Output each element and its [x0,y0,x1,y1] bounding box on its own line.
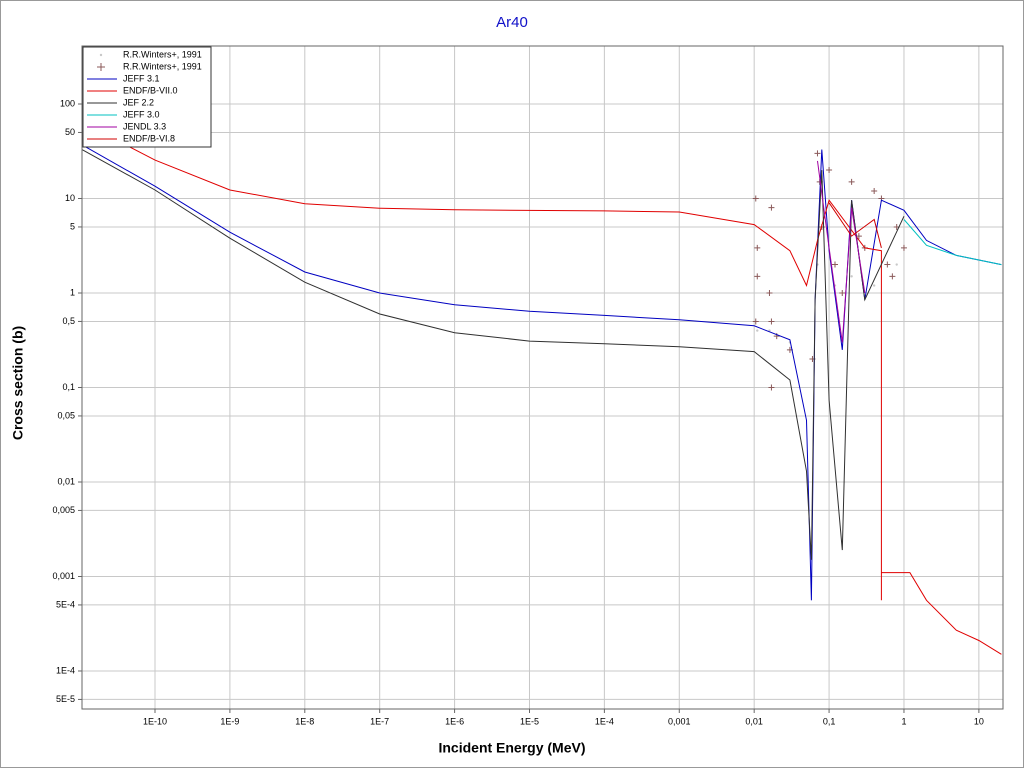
data-marker [754,273,761,280]
data-marker [754,244,761,251]
data-marker [766,289,773,296]
x-tick-label: 1E-5 [520,716,539,726]
legend: R.R.Winters+, 1991 R.R.Winters+, 1991 JEFF… [82,46,212,148]
legend-label: ENDF/B-VII.0 [123,85,178,95]
x-tick-label: 1E-8 [295,716,314,726]
data-marker [871,188,878,195]
series-line [82,149,905,560]
y-tick-label: 1 [70,287,75,297]
x-tick-label: 1E-7 [370,716,389,726]
data-marker [826,167,833,174]
x-tick-label: 1E-10 [143,716,167,726]
x-tick-label: 10 [974,716,984,726]
x-axis-label: Incident Energy (MeV) [438,740,585,756]
data-marker [752,195,759,202]
y-axis-label: Cross section (b) [10,326,26,440]
series-line [817,160,866,343]
legend-label: JENDL 3.3 [123,121,166,131]
data-marker [872,284,876,287]
y-tick-label: 10 [65,193,75,203]
x-tick-label: 1E-9 [220,716,239,726]
data-marker [768,204,775,211]
legend-label: ENDF/B-VI.8 [123,133,175,143]
y-tick-label: 0,01 [57,476,75,486]
legend-label: JEF 2.2 [123,97,154,107]
grid: 1E-10 1E-9 1E-8 1E-7 1E-6 1E-5 1E-4 0,001 0,01 0,… [52,46,1003,726]
y-tick-label: 5E-4 [56,599,75,609]
legend-label: JEFF 3.1 [123,73,160,83]
x-tick-label: 0,01 [745,716,763,726]
legend-box [82,46,212,148]
data-marker [855,233,862,240]
plot-border [81,45,1004,710]
y-tick-label: 5E-5 [56,694,75,704]
y-tick-label: 0,005 [52,505,75,515]
data-marker [773,333,780,340]
y-tick-label: 0,001 [52,571,75,581]
x-tick-label: 0,1 [823,716,836,726]
data-marker [900,244,907,251]
series-line [903,219,1002,266]
y-tick-label: 5 [70,221,75,231]
series-line [828,202,882,249]
data-marker [768,318,775,325]
y-tick-label: 0,5 [62,316,75,326]
data-marker [889,273,896,280]
data-marker [814,150,821,157]
x-tick-label: 0,001 [668,716,691,726]
data-marker [884,261,891,268]
x-tick-label: 1E-4 [595,716,614,726]
y-tick-label: 0,05 [57,410,75,420]
legend-label: R.R.Winters+, 1991 [123,61,202,71]
y-tick-label: 50 [65,127,75,137]
x-tick-label: 1 [901,716,906,726]
data-marker [895,263,898,266]
data-marker [832,261,839,268]
data-marker [752,318,759,325]
chart-title: Ar40 [496,14,528,31]
data-marker [756,329,759,332]
plot-area [82,121,1002,655]
y-tick-label: 0,1 [62,382,75,392]
y-tick-label: 1E-4 [56,665,75,675]
data-marker [848,178,855,185]
data-marker [850,275,853,278]
x-tick-label: 1E-6 [445,716,464,726]
data-marker [839,289,846,296]
legend-label: R.R.Winters+, 1991 [123,49,202,59]
legend-swatch [99,53,103,57]
y-tick-label: 100 [60,98,75,108]
data-marker [768,384,775,391]
legend-label: JEFF 3.0 [123,109,160,119]
legend-swatch [97,63,105,71]
series-line [82,121,1002,655]
